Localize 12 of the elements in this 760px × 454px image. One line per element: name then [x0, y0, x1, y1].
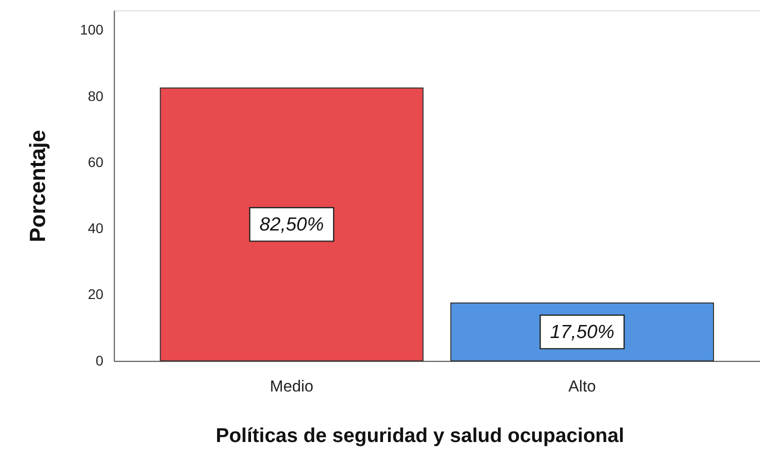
data-label: 17,50%	[550, 322, 614, 343]
x-tick-label: Medio	[270, 378, 314, 396]
y-tick-label: 60	[88, 154, 104, 170]
y-tick-label: 0	[96, 352, 104, 368]
data-label: 82,50%	[260, 214, 324, 236]
y-tick-label: 80	[88, 88, 104, 104]
x-axis-title: Políticas de seguridad y salud ocupacional	[216, 425, 624, 448]
y-tick-label: 100	[80, 22, 104, 38]
y-axis-title: Porcentaje	[25, 130, 50, 242]
y-tick-label: 40	[88, 220, 104, 236]
y-tick-label: 20	[88, 286, 104, 302]
x-tick-label: Alto	[568, 378, 596, 396]
